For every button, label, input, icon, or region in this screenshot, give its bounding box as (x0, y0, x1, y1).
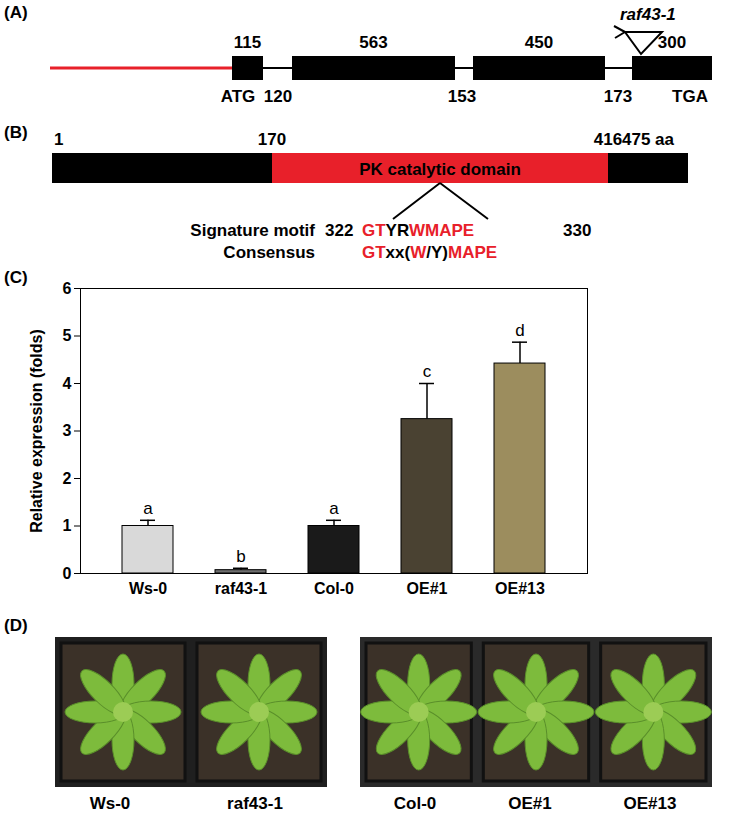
svg-text:5: 5 (63, 327, 72, 344)
svg-text:OE#1: OE#1 (407, 580, 448, 597)
svg-text:Signature motif: Signature motif (190, 221, 315, 240)
svg-text:322: 322 (325, 221, 353, 240)
svg-text:GTxx(W/Y)MAPE: GTxx(W/Y)MAPE (362, 243, 497, 262)
svg-text:b: b (236, 547, 245, 566)
svg-text:173: 173 (604, 87, 632, 106)
svg-text:raf43-1: raf43-1 (227, 794, 283, 813)
svg-text:153: 153 (448, 87, 476, 106)
svg-text:416: 416 (594, 130, 622, 149)
svg-text:(B): (B) (4, 123, 28, 142)
svg-text:4: 4 (63, 375, 72, 392)
svg-text:2: 2 (63, 470, 72, 487)
svg-text:330: 330 (563, 221, 591, 240)
svg-text:Col-0: Col-0 (394, 794, 437, 813)
svg-text:0: 0 (63, 565, 72, 582)
svg-text:(D): (D) (4, 616, 28, 635)
svg-text:GTYRWMAPE: GTYRWMAPE (362, 221, 474, 240)
svg-text:450: 450 (525, 33, 553, 52)
svg-text:TGA: TGA (672, 87, 708, 106)
svg-text:563: 563 (359, 33, 387, 52)
svg-text:300: 300 (658, 33, 686, 52)
svg-text:raf43-1: raf43-1 (620, 5, 676, 24)
svg-text:120: 120 (264, 87, 292, 106)
svg-text:d: d (515, 321, 524, 340)
svg-text:OE#13: OE#13 (495, 580, 545, 597)
svg-text:Col-0: Col-0 (314, 580, 354, 597)
svg-text:raf43-1: raf43-1 (215, 580, 268, 597)
svg-text:115: 115 (234, 33, 261, 52)
svg-text:1: 1 (63, 517, 72, 534)
svg-text:PK catalytic domain: PK catalytic domain (359, 160, 521, 179)
svg-text:3: 3 (63, 422, 72, 439)
svg-text:(C): (C) (4, 268, 28, 287)
svg-text:Relative expression (folds): Relative expression (folds) (28, 329, 45, 533)
svg-text:(A): (A) (4, 3, 28, 22)
svg-text:a: a (329, 499, 339, 518)
svg-text:OE#1: OE#1 (508, 794, 551, 813)
svg-text:Ws-0: Ws-0 (129, 580, 167, 597)
svg-text:ATG: ATG (221, 87, 256, 106)
svg-text:170: 170 (258, 130, 286, 149)
svg-text:475 aa: 475 aa (622, 130, 675, 149)
svg-text:c: c (423, 362, 432, 381)
svg-text:6: 6 (63, 280, 72, 297)
svg-text:Ws-0: Ws-0 (90, 794, 131, 813)
svg-text:Consensus: Consensus (223, 243, 315, 262)
svg-text:a: a (143, 499, 153, 518)
svg-text:1: 1 (54, 130, 63, 149)
svg-text:OE#13: OE#13 (624, 794, 677, 813)
